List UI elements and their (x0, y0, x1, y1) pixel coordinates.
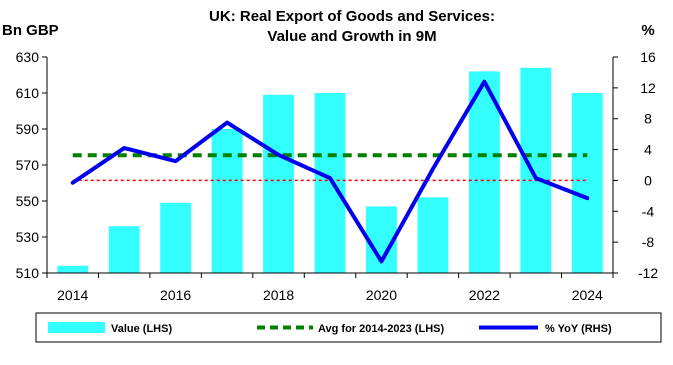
value-bar-2017 (212, 129, 243, 273)
value-bars (57, 68, 602, 273)
right-tick-label: -4 (642, 203, 655, 219)
chart-title-line-1: UK: Real Export of Goods and Services: (209, 8, 495, 25)
legend-label-average: Avg for 2014-2023 (LHS) (318, 323, 444, 335)
value-bar-2024 (572, 93, 603, 273)
right-tick-label: 0 (644, 172, 652, 188)
legend-swatch-value (48, 322, 105, 333)
x-tick-label: 2024 (572, 287, 603, 303)
left-tick-label: 630 (16, 49, 40, 65)
x-tick-label: 2022 (469, 287, 500, 303)
left-tick-label: 590 (16, 121, 40, 137)
x-tick-label: 2014 (57, 287, 88, 303)
x-axis-ticks: 2014 2016 2018 2020 2022 2024 (47, 273, 613, 303)
value-bar-2015 (109, 226, 140, 273)
right-axis-unit-label: % (641, 22, 654, 39)
x-tick-label: 2016 (160, 287, 191, 303)
left-tick-label: 510 (16, 265, 40, 281)
legend-label-value: Value (LHS) (111, 323, 172, 335)
left-tick-label: 550 (16, 193, 40, 209)
value-bar-2021 (417, 197, 448, 273)
left-tick-label: 570 (16, 157, 40, 173)
left-axis-ticks: 510 530 550 570 590 610 630 (16, 49, 47, 281)
right-tick-label: 12 (640, 80, 656, 96)
right-tick-label: 8 (644, 111, 652, 127)
value-bar-2019 (315, 93, 346, 273)
value-bar-2018 (263, 95, 294, 273)
right-tick-label: 16 (640, 49, 656, 65)
x-tick-label: 2018 (263, 287, 294, 303)
left-tick-label: 530 (16, 229, 40, 245)
value-bar-2014 (57, 266, 88, 273)
value-bar-2016 (160, 203, 191, 273)
value-bar-2023 (520, 68, 551, 273)
left-axis-unit-label: Bn GBP (2, 22, 59, 39)
right-axis-ticks: -12 -8 -4 0 4 8 12 16 (613, 49, 658, 281)
right-tick-label: -12 (638, 265, 658, 281)
left-tick-label: 610 (16, 85, 40, 101)
chart-title-line-2: Value and Growth in 9M (267, 28, 436, 45)
right-tick-label: 4 (644, 142, 652, 158)
x-tick-label: 2020 (366, 287, 397, 303)
right-tick-label: -8 (642, 234, 655, 250)
legend-label-yoy: % YoY (RHS) (545, 323, 612, 335)
legend: Value (LHS) Avg for 2014-2023 (LHS) % Yo… (36, 313, 661, 342)
